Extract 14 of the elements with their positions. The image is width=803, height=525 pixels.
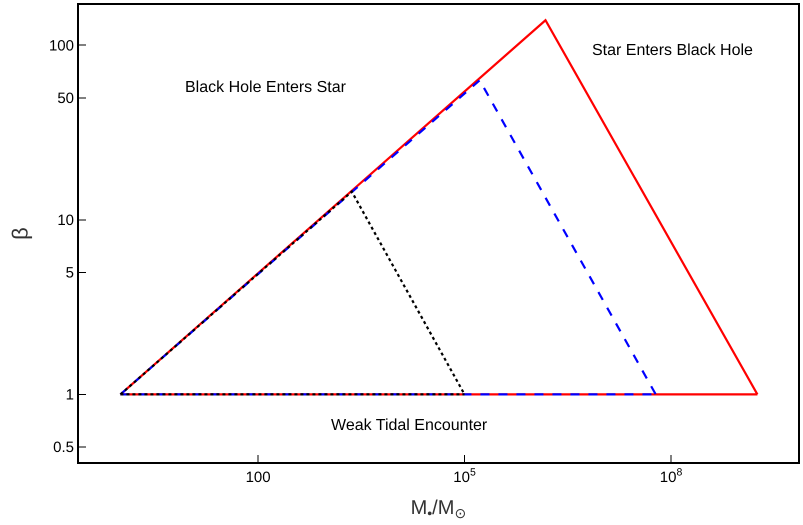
annotation: Black Hole Enters Star: [185, 79, 347, 96]
y-tick-label: 1: [66, 386, 74, 404]
y-tick-label: 100: [48, 37, 74, 54]
y-axis-title: β: [7, 227, 32, 240]
annotation: Weak Tidal Encounter: [331, 417, 488, 434]
x-tick-label: 10$^{5}$: [453, 466, 476, 486]
x-axis-title: M$_{•}$/M$_{⊙}$: [410, 497, 466, 522]
x-tick-label: 100: [246, 469, 271, 486]
y-tick-label: 5: [66, 264, 74, 282]
y-tick-label: 0.5: [53, 439, 74, 456]
x-tick-label: 10$^{8}$: [660, 466, 682, 486]
y-tick-label: 10: [57, 212, 74, 230]
annotation: Star Enters Black Hole: [592, 42, 754, 59]
y-tick-label: 50: [57, 90, 74, 108]
